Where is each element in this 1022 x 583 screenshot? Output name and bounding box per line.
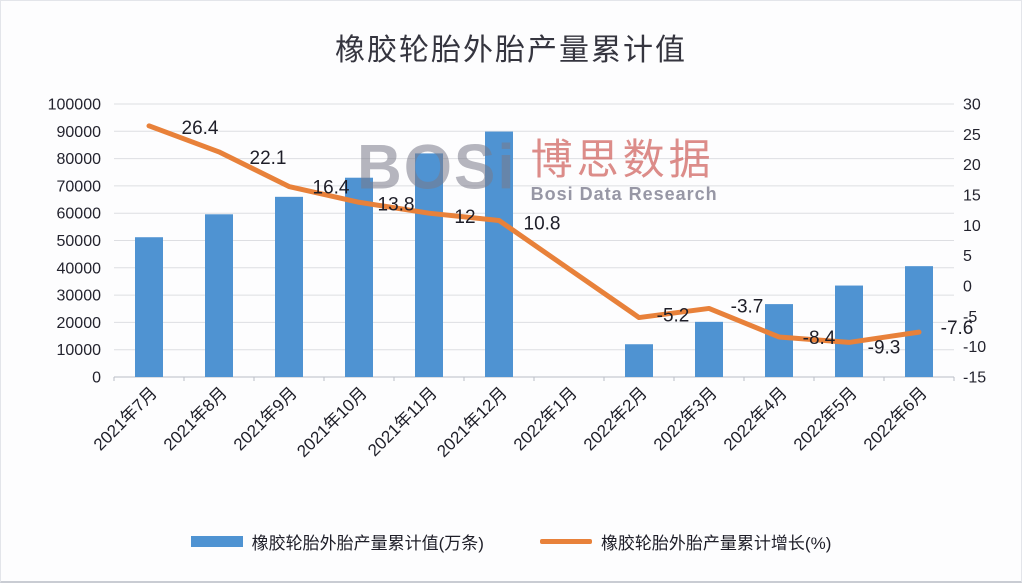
left-axis-tick-label: 10000 <box>57 342 102 359</box>
line-data-label: 16.4 <box>313 178 350 199</box>
left-axis-tick-label: 70000 <box>57 178 102 195</box>
bar <box>625 344 653 377</box>
left-axis-tick-label: 30000 <box>57 288 102 305</box>
bar <box>345 177 373 377</box>
left-axis-tick-label: 0 <box>92 370 101 387</box>
line-data-label: 13.8 <box>378 194 415 215</box>
growth-line <box>146 123 922 345</box>
legend-item-line: 橡胶轮胎外胎产量累计增长(%) <box>539 529 832 554</box>
left-axis-tick-label: 80000 <box>57 151 102 168</box>
right-axis-tick-label: -5 <box>963 309 977 326</box>
right-axis-tick-label: 0 <box>963 279 972 296</box>
bar <box>415 153 443 377</box>
line-data-label: 26.4 <box>182 118 219 139</box>
line-series-swatch <box>539 539 592 544</box>
bar-series-label: 橡胶轮胎外胎产量累计值(万条) <box>251 534 484 553</box>
right-axis-tick-label: 25 <box>963 127 981 144</box>
chart-title: 橡胶轮胎外胎产量累计值 <box>335 34 687 67</box>
chart-legend: 橡胶轮胎外胎产量累计值(万条) 橡胶轮胎外胎产量累计增长(%) <box>1 529 1021 554</box>
right-axis-tick-label: -15 <box>963 370 986 387</box>
category-label: 2021年8月 <box>160 383 231 454</box>
legend-item-bars: 橡胶轮胎外胎产量累计值(万条) <box>190 529 484 554</box>
bar <box>135 237 163 377</box>
category-label: 2021年10月 <box>293 383 371 461</box>
line-data-label: -7.6 <box>941 318 974 339</box>
category-label: 2022年5月 <box>790 383 861 454</box>
category-label: 2022年6月 <box>860 383 931 454</box>
category-label: 2021年11月 <box>364 383 441 460</box>
category-label: 2022年3月 <box>650 383 721 454</box>
line-data-label: 12 <box>454 207 475 228</box>
bar <box>275 196 303 377</box>
bar-series-swatch <box>190 536 243 547</box>
left-axis-tick-label: 50000 <box>57 233 102 250</box>
category-label: 2021年9月 <box>230 383 301 454</box>
left-axis-tick-label: 40000 <box>57 260 102 277</box>
line-series-label: 橡胶轮胎外胎产量累计增长(%) <box>600 534 832 553</box>
line-data-label: -8.4 <box>803 328 836 349</box>
bar <box>835 285 863 377</box>
line-data-label: -3.7 <box>731 296 764 317</box>
line-data-label: -9.3 <box>868 337 901 358</box>
bar <box>205 214 233 377</box>
line-data-label: 10.8 <box>524 213 561 234</box>
left-axis-tick-label: 100000 <box>48 97 101 114</box>
left-axis-tick-label: 60000 <box>57 206 102 223</box>
bar <box>695 321 723 377</box>
right-axis-tick-label: -10 <box>963 339 986 356</box>
bar <box>905 266 933 377</box>
category-label: 2022年1月 <box>510 383 581 454</box>
right-axis-tick-label: 5 <box>963 248 972 265</box>
line-data-label: -5.2 <box>657 306 690 327</box>
right-axis-tick-label: 15 <box>963 188 981 205</box>
line-data-label: 22.1 <box>250 148 287 169</box>
category-label: 2021年12月 <box>433 383 511 461</box>
right-axis-tick-label: 20 <box>963 157 981 174</box>
category-label: 2021年7月 <box>90 383 161 454</box>
right-axis-tick-label: 10 <box>963 218 981 235</box>
bar <box>485 131 513 377</box>
right-axis-tick-label: 30 <box>963 97 981 114</box>
left-axis-tick-label: 20000 <box>57 315 102 332</box>
bar <box>765 304 793 377</box>
left-axis-tick-label: 90000 <box>57 124 102 141</box>
category-label: 2022年2月 <box>580 383 651 454</box>
category-label: 2022年4月 <box>720 383 791 454</box>
